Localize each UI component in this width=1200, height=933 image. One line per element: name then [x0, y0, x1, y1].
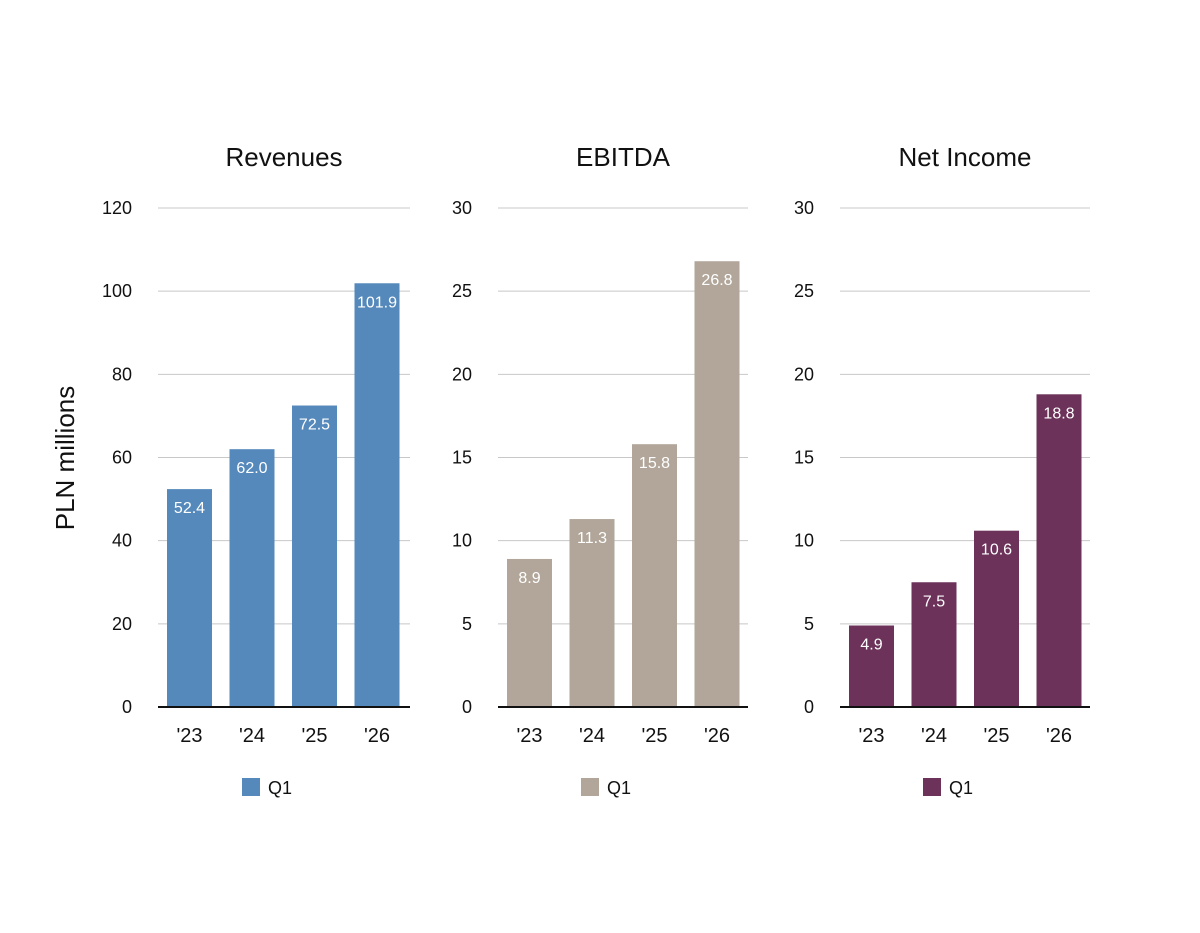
legend-swatch [242, 778, 260, 796]
panel-title: EBITDA [576, 142, 671, 172]
y-tick-label: 20 [452, 364, 472, 384]
x-tick-label: '26 [1046, 725, 1072, 747]
x-tick-label: '24 [239, 725, 265, 747]
bar [354, 283, 400, 707]
y-tick-label: 0 [804, 697, 814, 717]
bar-data-label: 4.9 [860, 636, 882, 653]
y-tick-label: 100 [102, 281, 132, 301]
bar [1036, 394, 1082, 707]
y-tick-label: 10 [452, 531, 472, 551]
y-tick-label: 5 [462, 614, 472, 634]
y-tick-label: 10 [794, 531, 814, 551]
y-tick-label: 30 [452, 198, 472, 218]
x-tick-label: '23 [858, 725, 884, 747]
bar-data-label: 11.3 [577, 530, 607, 547]
bar-data-label: 52.4 [174, 500, 205, 517]
bar-data-label: 8.9 [518, 570, 540, 587]
y-axis-title: PLN millions [50, 386, 80, 531]
y-tick-label: 15 [452, 448, 472, 468]
y-tick-label: 30 [794, 198, 814, 218]
panel-title: Net Income [899, 142, 1032, 172]
x-tick-label: '26 [704, 725, 730, 747]
x-tick-label: '24 [921, 725, 947, 747]
panel-title: Revenues [225, 142, 342, 172]
bar [569, 519, 615, 707]
bar-data-label: 26.8 [701, 272, 732, 289]
y-tick-label: 120 [102, 198, 132, 218]
bar [974, 530, 1019, 707]
y-tick-label: 60 [112, 448, 132, 468]
y-tick-label: 25 [794, 281, 814, 301]
x-tick-label: '25 [641, 725, 667, 747]
legend-swatch [581, 778, 599, 796]
bar [229, 449, 275, 707]
bar [694, 261, 740, 707]
y-tick-label: 5 [804, 614, 814, 634]
legend-swatch [923, 778, 941, 796]
bar [911, 582, 957, 707]
x-tick-label: '23 [176, 725, 202, 747]
y-tick-label: 20 [112, 614, 132, 634]
bar [507, 558, 552, 707]
bar [292, 405, 337, 707]
y-tick-label: 0 [462, 697, 472, 717]
x-tick-label: '24 [579, 725, 605, 747]
bar-data-label: 18.8 [1043, 405, 1074, 422]
bar-data-label: 15.8 [639, 455, 670, 472]
bar [632, 444, 677, 707]
bar-data-label: 62.0 [236, 460, 267, 477]
y-tick-label: 25 [452, 281, 472, 301]
panel-ebitda: EBITDA 0 5 10 15 20 25 30 8.9 '23 11.3 '24 15.8 '25 2… [452, 142, 748, 798]
x-tick-label: '25 [301, 725, 327, 747]
bar-data-label: 7.5 [923, 593, 945, 610]
y-tick-label: 40 [112, 531, 132, 551]
x-tick-label: '26 [364, 725, 390, 747]
x-tick-label: '23 [516, 725, 542, 747]
x-tick-label: '25 [983, 725, 1009, 747]
bar [167, 489, 212, 707]
bar-data-label: 10.6 [981, 542, 1012, 559]
panel-net-income: Net Income 0 5 10 15 20 25 30 4.9 '23 7.5 '24 10.6 '… [794, 142, 1090, 798]
panel-revenues: Revenues 0 20 40 60 80 100 120 52.4 '23 62.0 '24 72… [102, 142, 410, 798]
y-tick-label: 20 [794, 364, 814, 384]
bar [849, 625, 894, 707]
legend-label: Q1 [949, 778, 973, 798]
bar-data-label: 72.5 [299, 417, 330, 434]
y-tick-label: 0 [122, 697, 132, 717]
legend-label: Q1 [607, 778, 631, 798]
legend-label: Q1 [268, 778, 292, 798]
y-tick-label: 15 [794, 448, 814, 468]
bar-data-label: 101.9 [357, 294, 397, 311]
y-tick-label: 80 [112, 364, 132, 384]
